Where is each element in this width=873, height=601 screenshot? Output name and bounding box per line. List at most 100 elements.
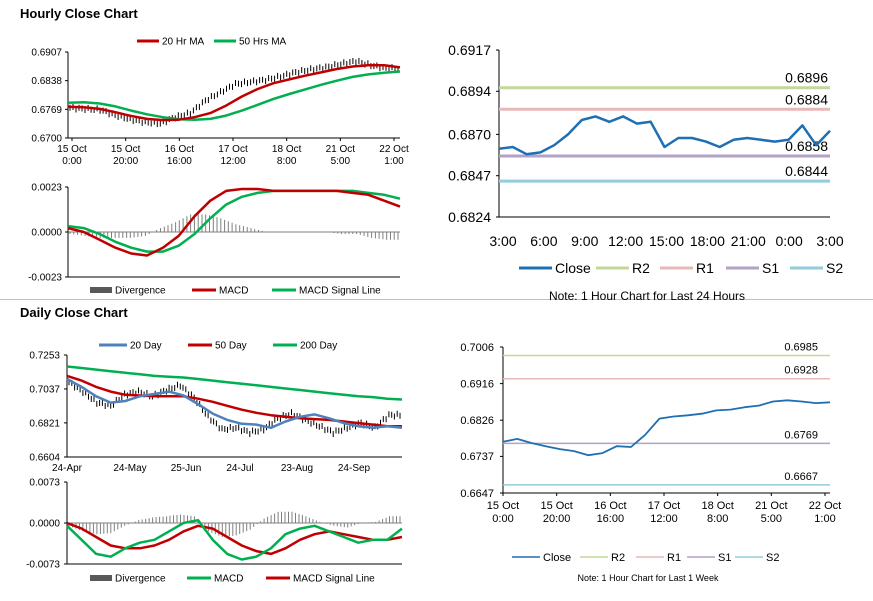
- hourlyweek-ytick: 0.6916: [460, 379, 494, 391]
- hourly24-xtick: 0:00: [776, 233, 803, 249]
- hourly24-close-legend-label: Close: [555, 260, 591, 276]
- hourlyweek-r1-level-label: 0.6928: [784, 365, 818, 377]
- hourly24-ytick: 0.6824: [448, 209, 491, 225]
- hourly-macd-ytick: 0.0000: [31, 228, 62, 239]
- hourly-price-xtick-date: 15 Oct: [111, 144, 141, 155]
- daily-divergence-legend-label: Divergence: [115, 574, 166, 585]
- hourlyweek-xtick-time: 1:00: [814, 513, 835, 525]
- daily-price-ytick: 0.6604: [29, 453, 60, 464]
- hourlyweek-xtick-date: 22 Oct: [809, 500, 841, 512]
- hourly24-xtick: 3:00: [816, 233, 843, 249]
- daily-20day-legend-label: 20 Day: [130, 341, 162, 352]
- hourly-price-ytick: 0.6838: [31, 76, 62, 87]
- daily-50day-legend-label: 50 Day: [215, 341, 247, 352]
- hourly24-s1-legend-label: S1: [762, 260, 779, 276]
- hourlyweek-r2-level-label: 0.6985: [784, 342, 818, 354]
- hourly-divergence-legend-swatch: [90, 287, 112, 293]
- hourly-price-xtick-date: 22 Oct: [379, 144, 409, 155]
- hourlyweek-s2-level-label: 0.6667: [784, 471, 818, 483]
- hourly-price-xtick-time: 20:00: [113, 156, 138, 167]
- hourlyweek-xtick-time: 8:00: [707, 513, 728, 525]
- daily-macd-line: [66, 518, 403, 561]
- hourly24-xtick: 9:00: [571, 233, 598, 249]
- section-divider: [0, 299, 873, 300]
- hourly-price-xtick-time: 8:00: [277, 156, 297, 167]
- daily-price-xtick: 24-Apr: [52, 463, 83, 474]
- hourly-divergence-legend-label: Divergence: [115, 286, 166, 297]
- daily-price-xtick: 23-Aug: [281, 463, 313, 474]
- daily-macd-signal-line: [66, 521, 403, 556]
- hourly24-r2-legend-label: R2: [632, 260, 650, 276]
- hourly24-close-line: [498, 115, 831, 156]
- hourly-price-ytick: 0.6907: [31, 48, 62, 59]
- hourly-price-xtick-date: 18 Oct: [272, 144, 302, 155]
- hourly-20hr-ma-line: [67, 64, 401, 122]
- hourly-price-xtick-date: 16 Oct: [165, 144, 195, 155]
- daily-price-xtick: 24-Jul: [226, 463, 253, 474]
- daily-price-ytick: 0.7037: [29, 384, 60, 395]
- hourly-macd-ytick: 0.0023: [31, 183, 62, 194]
- hourly-macd-line: [67, 187, 401, 257]
- daily-macd-ytick: 0.0000: [29, 519, 60, 530]
- hourly-macd-signal-legend-label: MACD Signal Line: [299, 286, 381, 297]
- hourly-macd-signal-line: [67, 189, 401, 253]
- hourly-20hr-ma-legend-label: 20 Hr MA: [162, 37, 205, 48]
- hourly-price-ytick: 0.6769: [31, 105, 62, 116]
- hourlyweek-s1-level-label: 0.6769: [784, 429, 818, 441]
- hourlyweek-ytick: 0.6826: [460, 415, 494, 427]
- hourly-price-xtick-time: 12:00: [220, 156, 245, 167]
- hourlyweek-xtick-time: 20:00: [543, 513, 571, 525]
- hourly24-xtick: 12:00: [608, 233, 643, 249]
- hourly-50hr-ma-line: [67, 70, 401, 121]
- hourly24-ytick: 0.6894: [448, 83, 491, 99]
- hourly-price-xtick-date: 21 Oct: [326, 144, 356, 155]
- hourly-price-xtick-time: 5:00: [331, 156, 351, 167]
- hourlyweek-xtick-date: 21 Oct: [755, 500, 787, 512]
- hourlyweek-ytick: 0.7006: [460, 342, 494, 354]
- hourly-price-xtick-time: 1:00: [384, 156, 404, 167]
- hourly24-ytick: 0.6870: [448, 126, 491, 142]
- hourlyweek-s2-legend-label: S2: [766, 552, 779, 564]
- hourly-50hr-ma-legend-label: 50 Hrs MA: [239, 37, 287, 48]
- hourlyweek-close-line: [502, 399, 831, 457]
- hourly24-note: Note: 1 Hour Chart for Last 24 Hours: [549, 289, 745, 303]
- daily-macd-ytick: 0.0073: [29, 478, 60, 489]
- hourlyweek-close-legend-label: Close: [543, 552, 571, 564]
- daily-macd-ytick: -0.0073: [26, 560, 60, 571]
- hourlyweek-xtick-date: 18 Oct: [701, 500, 733, 512]
- daily-200day-line: [66, 365, 403, 401]
- hourlyweek-s1-legend-label: S1: [718, 552, 731, 564]
- daily-price-ytick: 0.6821: [29, 418, 60, 429]
- hourlyweek-xtick-time: 0:00: [492, 513, 513, 525]
- daily-200day-legend-label: 200 Day: [300, 341, 337, 352]
- hourlyweek-xtick-time: 12:00: [650, 513, 678, 525]
- daily-price-xtick: 24-May: [113, 463, 146, 474]
- hourly24-r2-level-label: 0.6896: [785, 70, 828, 86]
- daily-price-xtick: 24-Sep: [338, 463, 371, 474]
- hourly24-s2-legend-label: S2: [826, 260, 843, 276]
- daily-50day-line: [66, 374, 402, 428]
- hourly-section-title: Hourly Close Chart: [20, 6, 138, 21]
- daily-price-xtick: 25-Jun: [171, 463, 202, 474]
- hourly-price-xtick-date: 17 Oct: [218, 144, 248, 155]
- hourlyweek-xtick-date: 15 Oct: [540, 500, 572, 512]
- hourlyweek-r2-legend-label: R2: [611, 552, 625, 564]
- hourly-price-xtick-time: 0:00: [62, 156, 82, 167]
- hourly-price-xtick-time: 16:00: [167, 156, 192, 167]
- hourly24-xtick: 21:00: [731, 233, 766, 249]
- hourly24-ytick: 0.6917: [448, 42, 491, 58]
- daily-divergence-legend-swatch: [90, 575, 112, 581]
- hourly-macd-ytick: -0.0023: [28, 273, 62, 284]
- hourly24-s2-level-label: 0.6844: [785, 163, 828, 179]
- hourly24-xtick: 15:00: [649, 233, 684, 249]
- hourlyweek-xtick-time: 5:00: [761, 513, 782, 525]
- hourly24-r1-legend-label: R1: [696, 260, 714, 276]
- hourly24-r1-level-label: 0.6884: [785, 91, 828, 107]
- hourly24-s1-level-label: 0.6858: [785, 138, 828, 154]
- hourly24-xtick: 6:00: [530, 233, 557, 249]
- daily-macd-legend-label: MACD: [214, 574, 243, 585]
- daily-section-title: Daily Close Chart: [20, 305, 128, 320]
- daily-macd-signal-legend-label: MACD Signal Line: [293, 574, 375, 585]
- hourly-macd-legend-label: MACD: [219, 286, 248, 297]
